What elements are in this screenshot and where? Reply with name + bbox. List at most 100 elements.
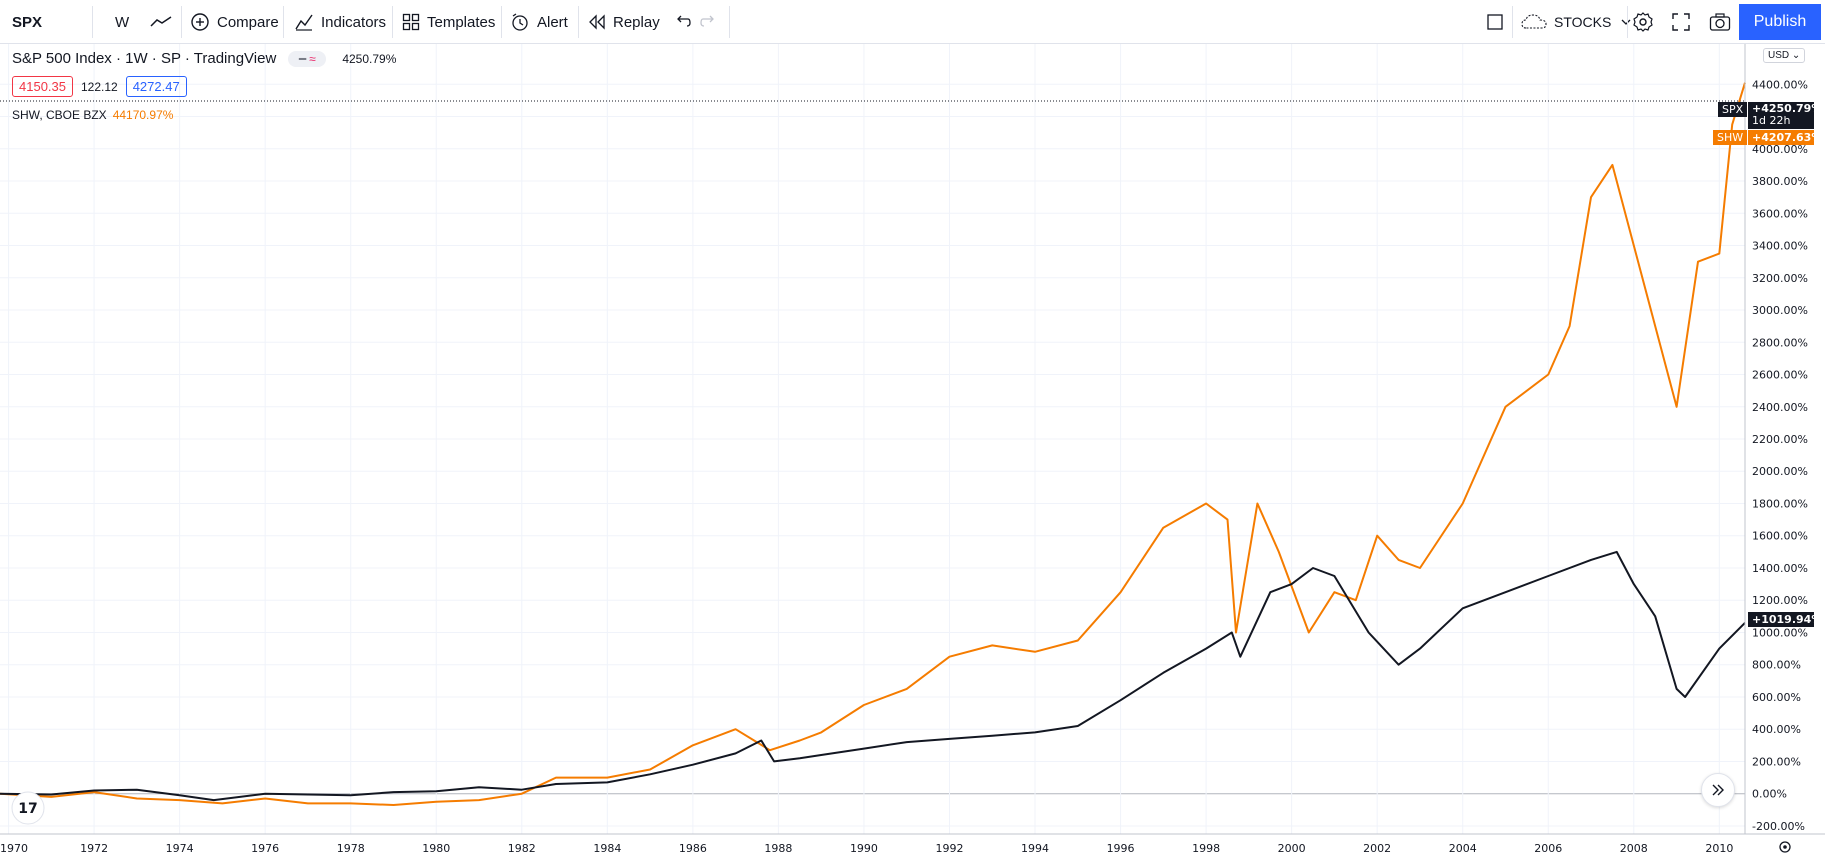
- scroll-to-realtime-button[interactable]: [1701, 773, 1735, 807]
- double-chevron-right-icon: [1712, 784, 1724, 796]
- shw-series-tag: SHW: [1713, 130, 1748, 145]
- interval-label: W: [115, 13, 130, 31]
- snapshot-button[interactable]: [1709, 0, 1738, 44]
- current-value-tag: +1019.94%: [1748, 612, 1822, 627]
- y-tick-label: 600.00%: [1752, 691, 1801, 704]
- y-tick-label: 3200.00%: [1752, 272, 1808, 285]
- y-tick-label: 0.00%: [1752, 788, 1787, 801]
- y-tick-label: 400.00%: [1752, 723, 1801, 736]
- spx-value-tag: +4250.79% 1d 22h: [1748, 102, 1822, 129]
- price-chart[interactable]: 4400.00%4200.00%4000.00%3800.00%3600.00%…: [0, 44, 1825, 864]
- y-tick-label: 3600.00%: [1752, 207, 1808, 220]
- fullscreen-box-button[interactable]: [1486, 0, 1511, 44]
- compare-series-legend[interactable]: SHW, CBOE BZX 44170.97%: [12, 108, 173, 122]
- top-toolbar: SPX W Compare Indicators Templates Alert…: [0, 0, 1825, 44]
- price-axis[interactable]: 4400.00%4200.00%4000.00%3800.00%3600.00%…: [1752, 78, 1808, 833]
- y-tick-label: 2400.00%: [1752, 401, 1808, 414]
- y-tick-label: 1000.00%: [1752, 626, 1808, 639]
- legend-visibility-toggle[interactable]: ━ ≈: [288, 50, 327, 67]
- y-tick-label: 4000.00%: [1752, 143, 1808, 156]
- templates-button[interactable]: Templates: [402, 0, 495, 44]
- undo-button[interactable]: [673, 0, 698, 44]
- settings-button[interactable]: [1632, 0, 1661, 44]
- line-chart-icon: [150, 16, 172, 27]
- indicators-icon: [295, 14, 313, 31]
- x-tick-label: 1976: [251, 842, 279, 855]
- replay-rewind-icon: [589, 14, 605, 30]
- currency-dropdown[interactable]: USD ⌄: [1763, 48, 1806, 63]
- publish-button[interactable]: Publish: [1739, 4, 1821, 40]
- compare-series-change: 44170.97%: [112, 108, 174, 122]
- toolbar-divider: [181, 6, 182, 38]
- y-tick-label: 2600.00%: [1752, 369, 1808, 382]
- symbol-label: SPX: [12, 13, 43, 31]
- redo-button[interactable]: [700, 0, 725, 44]
- x-tick-label: 1986: [679, 842, 707, 855]
- toolbar-divider: [501, 6, 502, 38]
- svg-text:17: 17: [18, 801, 37, 817]
- tradingview-logo: 17: [11, 791, 45, 825]
- alarm-clock-icon: [512, 13, 528, 31]
- alert-label: Alert: [537, 13, 568, 31]
- y-tick-label: 4400.00%: [1752, 78, 1808, 91]
- y-tick-label: 2800.00%: [1752, 336, 1808, 349]
- toolbar-divider: [1512, 6, 1513, 38]
- toolbar-divider: [729, 6, 730, 38]
- x-tick-label: 2000: [1278, 842, 1306, 855]
- series-line-spx[interactable]: [0, 550, 1746, 802]
- layout-dropdown[interactable]: STOCKS: [1521, 0, 1633, 44]
- x-tick-label: 2002: [1363, 842, 1391, 855]
- ask-price: 4272.47: [125, 76, 187, 97]
- x-tick-label: 1998: [1192, 842, 1220, 855]
- y-tick-label: 1800.00%: [1752, 497, 1808, 510]
- templates-grid-icon: [402, 13, 420, 31]
- camera-icon: [1709, 13, 1731, 31]
- grid: [0, 44, 1745, 834]
- indicators-button[interactable]: Indicators: [294, 0, 386, 44]
- x-tick-label: 1992: [935, 842, 963, 855]
- x-tick-label: 1990: [850, 842, 878, 855]
- cloud-icon: [1521, 14, 1547, 29]
- x-tick-label: 2010: [1705, 842, 1733, 855]
- spx-series-tag: SPX: [1718, 102, 1748, 117]
- x-tick-label: 1972: [80, 842, 108, 855]
- chevron-down-icon: ⌄: [1791, 50, 1801, 61]
- interval-button[interactable]: W: [115, 0, 129, 44]
- y-tick-label: -200.00%: [1752, 820, 1805, 833]
- series-line-shw[interactable]: [0, 82, 1746, 806]
- time-axis[interactable]: 1970 1972 1974 1976 1978 1980 1982 1984 1986 1988…: [0, 842, 1733, 855]
- bid-ask-row: 4150.35 122.12 4272.47: [12, 76, 187, 97]
- main-series-change: 4250.79%: [342, 51, 397, 66]
- y-tick-label: 1600.00%: [1752, 530, 1808, 543]
- chevron-down-icon: [1621, 19, 1631, 25]
- currency-label: USD: [1768, 50, 1790, 61]
- chart-style-button[interactable]: [150, 0, 179, 44]
- y-tick-label: 800.00%: [1752, 659, 1801, 672]
- toolbar-divider: [283, 6, 284, 38]
- toolbar-divider: [92, 6, 93, 38]
- replay-label: Replay: [613, 13, 660, 31]
- y-tick-label: 3400.00%: [1752, 240, 1808, 253]
- compare-button[interactable]: Compare: [190, 0, 279, 44]
- square-icon: [1487, 14, 1503, 30]
- gear-icon: [1633, 12, 1653, 32]
- settings-gear-corner[interactable]: [1779, 841, 1791, 853]
- x-tick-label: 1996: [1107, 842, 1135, 855]
- bid-price: 4150.35: [12, 76, 73, 97]
- alert-button[interactable]: Alert: [510, 0, 568, 44]
- main-series-legend[interactable]: S&P 500 Index · 1W · SP · TradingView ━ …: [12, 50, 396, 67]
- symbol-search[interactable]: SPX: [12, 0, 42, 44]
- x-tick-label: 1982: [508, 842, 536, 855]
- templates-label: Templates: [427, 13, 496, 31]
- fullscreen-button[interactable]: [1671, 0, 1698, 44]
- series-layer: [0, 82, 1746, 806]
- plus-circle-icon: [191, 13, 209, 31]
- spread-value: 122.12: [81, 79, 118, 94]
- y-tick-label: 2000.00%: [1752, 465, 1808, 478]
- undo-icon: [677, 15, 691, 27]
- toolbar-divider: [1627, 6, 1628, 38]
- chart-pane[interactable]: 4400.00%4200.00%4000.00%3800.00%3600.00%…: [0, 44, 1825, 864]
- layout-name: STOCKS: [1554, 14, 1612, 30]
- publish-label: Publish: [1753, 13, 1807, 30]
- replay-button[interactable]: Replay: [588, 0, 660, 44]
